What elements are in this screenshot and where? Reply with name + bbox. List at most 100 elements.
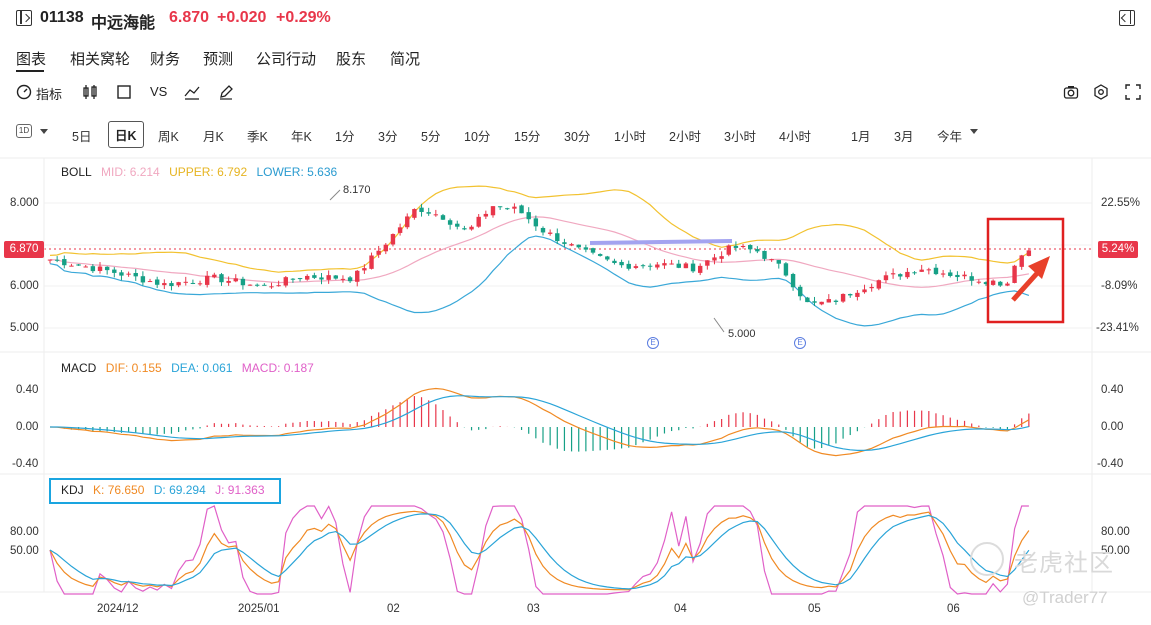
earnings-event-marker[interactable]: E xyxy=(794,337,806,349)
period-weekly-k[interactable]: 周K xyxy=(158,130,179,144)
tab-corporate-actions[interactable]: 公司行动 xyxy=(256,51,317,68)
x-axis-label: 2025/01 xyxy=(238,603,280,615)
tab-financials[interactable]: 财务 xyxy=(150,51,181,68)
candle-body xyxy=(347,277,353,282)
candle-body xyxy=(197,283,203,285)
settings-icon[interactable] xyxy=(1093,84,1109,100)
candle-body xyxy=(719,256,724,259)
gauge-icon[interactable] xyxy=(16,84,32,100)
tiger-logo-icon xyxy=(970,542,1004,576)
drawing-lines-icon[interactable] xyxy=(184,84,200,100)
candle-body xyxy=(626,263,631,269)
candle-body xyxy=(262,284,267,286)
tab-forecast[interactable]: 预测 xyxy=(203,51,234,68)
period-2h[interactable]: 2小时 xyxy=(669,130,701,144)
candle-body xyxy=(133,272,138,277)
candle-body xyxy=(597,254,603,256)
low-annotation-leader xyxy=(713,317,725,333)
candle-body xyxy=(812,301,817,303)
period-1m[interactable]: 1月 xyxy=(851,130,871,144)
candle-body xyxy=(976,281,982,283)
candle-body xyxy=(848,294,853,296)
period-quarterly-k[interactable]: 季K xyxy=(247,130,268,144)
compare-button[interactable]: VS xyxy=(150,84,168,99)
period-30min[interactable]: 30分 xyxy=(564,130,591,144)
macd-axis-label: 0.00 xyxy=(1101,421,1124,433)
candle-body xyxy=(590,248,596,253)
period-3m[interactable]: 3月 xyxy=(894,130,914,144)
highlight-box xyxy=(986,217,1065,324)
pen-icon[interactable] xyxy=(218,84,234,100)
chevron-down-icon[interactable] xyxy=(970,129,978,134)
up-arrow-head xyxy=(1028,256,1050,279)
candle-body xyxy=(940,273,946,275)
tab-chart[interactable]: 图表 xyxy=(16,51,47,68)
candle-body xyxy=(519,205,524,214)
period-3h[interactable]: 3小时 xyxy=(724,130,756,144)
kdj-j: J: 91.363 xyxy=(215,483,265,497)
candle-body xyxy=(490,206,496,216)
kdj-axis-label: 50.00 xyxy=(10,545,39,557)
candle-body xyxy=(540,227,546,233)
camera-icon[interactable] xyxy=(1063,84,1079,100)
candle-body xyxy=(805,297,810,303)
boll-lines xyxy=(49,185,1030,327)
candle-body xyxy=(905,271,910,278)
square-icon[interactable] xyxy=(116,84,132,100)
period-daily-k[interactable]: 日K xyxy=(108,121,144,148)
period-yearly-k[interactable]: 年K xyxy=(291,130,312,144)
candle-body xyxy=(969,276,974,281)
candle-body xyxy=(883,275,889,281)
period-5d[interactable]: 5日 xyxy=(72,130,92,144)
period-4h[interactable]: 4小时 xyxy=(779,130,811,144)
candle-body xyxy=(662,263,667,266)
last-price: 6.870 xyxy=(169,9,210,26)
macd-axis-label: 0.00 xyxy=(16,421,39,433)
candle-body xyxy=(669,263,674,265)
chart-annotations xyxy=(329,189,1065,333)
expand-panel-icon[interactable] xyxy=(16,10,32,26)
period-1min[interactable]: 1分 xyxy=(335,130,355,144)
collapse-panel-icon[interactable] xyxy=(1119,10,1135,26)
boll-upper: UPPER: 6.792 xyxy=(169,165,248,179)
candle-body xyxy=(305,275,310,280)
earnings-event-marker[interactable]: E xyxy=(647,337,659,349)
period-monthly-k[interactable]: 月K xyxy=(203,130,224,144)
candle-body xyxy=(83,266,88,268)
candle-body xyxy=(898,274,903,277)
period-10min[interactable]: 10分 xyxy=(464,130,491,144)
candle-body xyxy=(655,264,660,268)
watermark-name: 老虎社区 xyxy=(1014,550,1114,577)
candle-body xyxy=(447,220,453,225)
candle-body xyxy=(983,282,989,285)
candle-body xyxy=(376,250,381,255)
indicator-button[interactable]: 指标 xyxy=(36,87,63,102)
candle-body xyxy=(276,285,281,287)
fullscreen-icon[interactable] xyxy=(1125,84,1141,100)
candle-body xyxy=(890,273,896,275)
period-ytd[interactable]: 今年 xyxy=(937,130,963,144)
period-5min[interactable]: 5分 xyxy=(421,130,441,144)
candle-body xyxy=(233,278,238,282)
tab-warrants[interactable]: 相关窝轮 xyxy=(70,51,131,68)
period-1h[interactable]: 1小时 xyxy=(614,130,646,144)
period-3min[interactable]: 3分 xyxy=(378,130,398,144)
period-15min[interactable]: 15分 xyxy=(514,130,541,144)
candle-body xyxy=(769,259,774,261)
main-tabs: 图表 相关窝轮 财务 预测 公司行动 股东 简况 xyxy=(0,42,1151,72)
drawn-trend-line xyxy=(589,239,733,245)
candle-body xyxy=(855,292,860,297)
candlestick-icon[interactable] xyxy=(82,84,98,100)
tab-profile[interactable]: 简况 xyxy=(390,51,421,68)
chevron-down-icon[interactable] xyxy=(40,129,48,134)
tab-shareholders[interactable]: 股东 xyxy=(336,51,367,68)
candle-body xyxy=(283,277,288,286)
boll-mid: MID: 6.214 xyxy=(101,165,160,179)
x-axis-label: 03 xyxy=(527,603,540,615)
period-menu-button[interactable]: 1D xyxy=(16,124,32,138)
macd-dea: DEA: 0.061 xyxy=(171,361,233,375)
candle-body xyxy=(204,275,210,285)
pct-axis-label: 22.55% xyxy=(1101,197,1141,209)
candle-body xyxy=(255,284,260,286)
